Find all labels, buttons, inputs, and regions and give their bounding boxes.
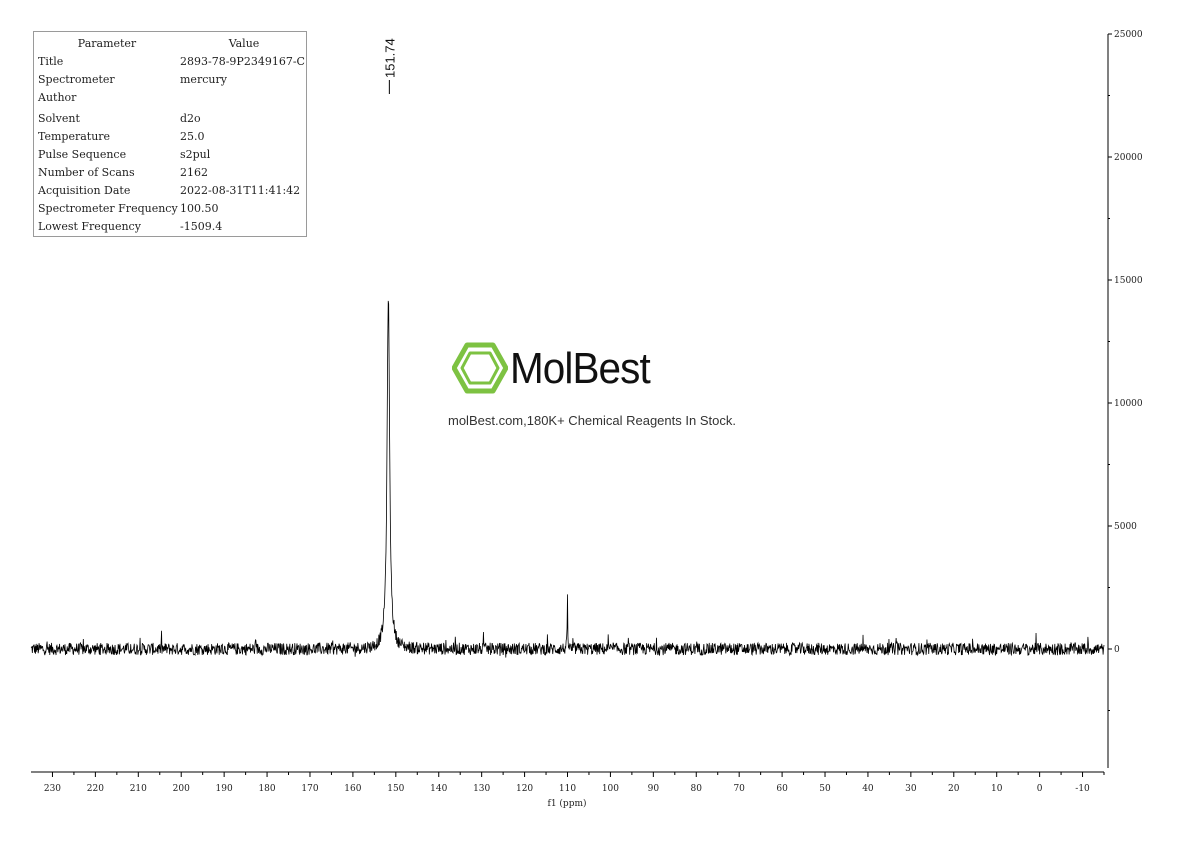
parameter-key: Lowest Frequency: [38, 220, 141, 233]
parameter-key: Pulse Sequence: [38, 148, 127, 161]
parameter-table: Parameter Value Title 2893-78-9P2349167-…: [33, 31, 307, 237]
parameter-key: Number of Scans: [38, 166, 135, 179]
x-tick-label: 100: [602, 784, 619, 794]
y-tick-label: 25000: [1114, 30, 1143, 40]
x-tick-label: 180: [258, 784, 275, 794]
benzene-logo-icon: [452, 342, 508, 394]
x-tick-label: 40: [862, 784, 874, 794]
x-tick-label: 150: [387, 784, 404, 794]
parameter-key: Solvent: [38, 112, 80, 125]
x-axis-title: f1 (ppm): [548, 798, 587, 809]
x-tick-label: 60: [776, 784, 788, 794]
parameter-key: Title: [38, 55, 64, 68]
parameter-key: Author: [38, 91, 77, 104]
x-tick-label: 170: [301, 784, 318, 794]
parameter-key: Acquisition Date: [38, 184, 131, 197]
y-tick-label: 10000: [1114, 399, 1143, 409]
x-tick-label: 230: [44, 784, 61, 794]
peak-label: 151.74: [382, 38, 397, 78]
peak-labels: 151.74: [382, 38, 397, 94]
parameter-row-temperature: Temperature 25.0: [34, 128, 306, 146]
y-tick-label: 5000: [1114, 522, 1137, 532]
parameter-row-spectrometer: Spectrometer mercury: [34, 71, 306, 89]
parameter-table-header: Parameter Value: [34, 35, 306, 53]
parameter-row-lowest-frequency: Lowest Frequency -1509.4: [34, 218, 306, 236]
spectrum-trace: [30, 300, 1105, 658]
logo-wordmark: MolBest: [510, 344, 651, 393]
x-tick-label: -10: [1075, 784, 1090, 794]
x-tick-label: 20: [948, 784, 960, 794]
parameter-row-solvent: Solvent d2o: [34, 110, 306, 128]
parameter-row-spectrometer-frequency: Spectrometer Frequency 100.50: [34, 200, 306, 218]
y-tick-label: 0: [1114, 645, 1120, 655]
watermark-tagline: molBest.com,180K+ Chemical Reagents In S…: [448, 413, 736, 428]
x-tick-label: 190: [216, 784, 233, 794]
parameter-value: d2o: [180, 112, 201, 125]
parameter-value: 2162: [180, 166, 208, 179]
spectrum-trace-group: [30, 300, 1105, 658]
parameter-value: -1509.4: [180, 220, 223, 233]
x-tick-label: 200: [173, 784, 190, 794]
x-tick-label: 50: [819, 784, 831, 794]
x-tick-label: 110: [559, 784, 576, 794]
x-tick-label: 0: [1037, 784, 1043, 794]
x-tick-label: 80: [691, 784, 703, 794]
parameter-row-pulse-sequence: Pulse Sequence s2pul: [34, 146, 306, 164]
x-tick-label: 90: [648, 784, 660, 794]
parameter-value: 25.0: [180, 130, 205, 143]
molbest-logo: MolBest: [452, 342, 672, 398]
x-tick-label: 210: [130, 784, 147, 794]
x-tick-label: 30: [905, 784, 917, 794]
x-tick-label: 10: [991, 784, 1003, 794]
parameter-value: 2893-78-9P2349167-C: [180, 55, 305, 68]
x-tick-label: 70: [733, 784, 745, 794]
parameter-value: mercury: [180, 73, 227, 86]
x-tick-label: 120: [516, 784, 533, 794]
x-tick-label: 220: [87, 784, 104, 794]
y-tick-label: 20000: [1114, 153, 1143, 163]
parameter-row-author: Author: [34, 89, 306, 107]
parameter-key: Temperature: [38, 130, 111, 143]
x-tick-label: 160: [344, 784, 361, 794]
value-column-header: Value: [228, 37, 260, 50]
x-tick-label: 140: [430, 784, 447, 794]
parameter-row-number-of-scans: Number of Scans 2162: [34, 164, 306, 182]
parameter-value: s2pul: [180, 148, 211, 161]
parameter-key: Spectrometer: [38, 73, 115, 86]
x-tick-label: 130: [473, 784, 490, 794]
y-tick-label: 15000: [1114, 276, 1143, 286]
parameter-row-acquisition-date: Acquisition Date 2022-08-31T11:41:42: [34, 182, 306, 200]
x-axis: 230 220 210 200 190 180 170 160 150 140 130 120 110 1…: [31, 771, 1105, 794]
parameter-value: 2022-08-31T11:41:42: [180, 184, 301, 197]
y-axis: 0 5000 10000 15000 20000 25000: [1107, 30, 1143, 768]
parameter-key: Spectrometer Frequency: [38, 202, 178, 215]
parameter-value: 100.50: [180, 202, 219, 215]
parameter-row-title: Title 2893-78-9P2349167-C: [34, 53, 306, 71]
parameter-column-header: Parameter: [77, 37, 137, 50]
